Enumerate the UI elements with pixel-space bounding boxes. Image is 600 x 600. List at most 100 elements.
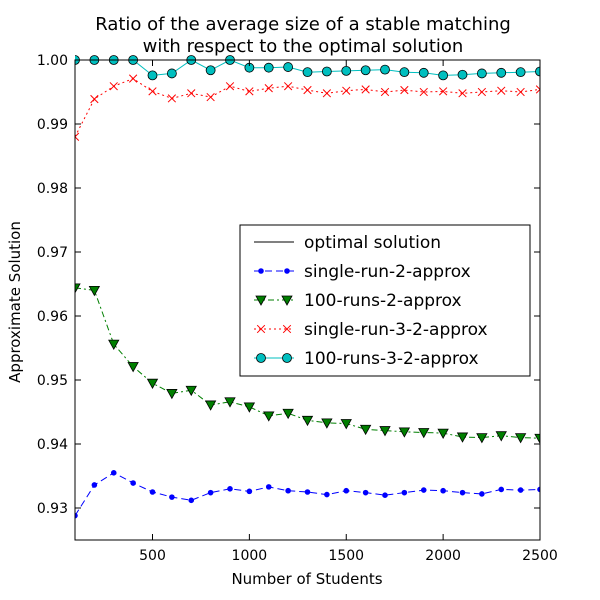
data-point [263,62,274,73]
data-point [361,85,370,94]
data-point [437,428,449,439]
x-tick-label: 1500 [328,548,364,564]
data-point [245,87,254,96]
data-point [167,94,177,103]
data-point [324,491,330,498]
data-point [224,397,236,408]
data-point [256,324,266,334]
y-tick-label: 0.98 [37,181,68,197]
legend-label: optimal solution [304,233,441,253]
data-point [340,419,352,430]
data-point [127,362,139,373]
data-point [246,488,253,495]
data-point [110,470,117,476]
data-point [440,487,446,494]
data-point [420,487,427,493]
data-point [322,89,332,98]
data-point [476,433,488,444]
data-point [399,67,410,78]
y-tick-label: 0.94 [37,437,68,453]
data-point [517,487,524,493]
data-point [75,283,81,294]
data-point [321,418,333,429]
legend-label: 100-runs-3-2-approx [304,349,479,369]
x-tick-label: 2500 [522,548,558,564]
data-point [91,482,98,488]
data-point [109,82,118,91]
y-tick-label: 0.97 [37,245,68,261]
data-point [302,67,313,78]
y-tick-label: 0.96 [37,309,68,325]
data-point [380,64,390,75]
data-point [419,87,428,97]
data-point [304,489,311,495]
data-point [343,487,350,494]
data-point [148,87,157,96]
data-point [400,85,409,95]
legend: optimal solution single-run-2-approx 100-r… [239,224,531,377]
data-point [282,324,292,334]
series-single-run-3-2-approx [75,74,540,141]
data-point [497,86,506,95]
data-point [476,68,487,79]
data-point [380,87,390,97]
data-point [128,74,138,83]
data-point [398,427,411,438]
data-point [362,489,369,496]
y-tick-label: 0.95 [37,373,68,389]
data-point [498,486,505,493]
data-point [514,433,527,444]
legend-item: single-run-3-2-approx [254,320,488,340]
data-point [146,378,159,390]
data-point [379,426,391,437]
data-point [225,82,235,91]
x-axis-label: Number of Students [231,570,382,588]
data-point [438,70,449,81]
data-point [535,85,540,94]
chart-title-line-1: Ratio of the average size of a stable ma… [95,14,511,35]
data-point [207,489,214,496]
x-tick-label: 1000 [232,548,268,564]
data-point [149,489,156,495]
data-point [418,67,429,78]
plot-frame [74,59,541,541]
data-point [459,489,466,496]
data-point [477,87,487,97]
data-point [227,486,233,492]
legend-label: 100-runs-2-approx [304,291,462,311]
legend-item: optimal solution [254,233,441,253]
ticks-layer: 500 1000 1500 2000 2500 0.93 0.94 0.95 0.96 0.97 0… [37,53,558,564]
data-point [438,87,448,96]
data-point [283,62,294,72]
data-point [401,489,408,496]
series-100-runs-3-2-approx [75,55,540,81]
data-point [255,295,267,306]
data-point [206,92,215,102]
legend-item: single-run-2-approx [254,262,471,282]
data-point [535,66,540,77]
y-tick-label: 0.99 [37,117,68,133]
data-point [90,94,99,104]
data-point [342,86,351,95]
x-tick-label: 2000 [425,548,461,564]
data-point [258,268,264,274]
legend-label: single-run-2-approx [304,262,471,282]
data-point [88,285,101,297]
y-tick-label: 1.00 [37,53,68,69]
data-point [321,66,332,77]
series-100-runs-2-approx [75,283,540,445]
data-point [458,89,467,98]
data-point [341,65,352,76]
data-point [264,84,273,93]
data-point [495,431,507,442]
data-point [243,402,256,413]
data-point [188,497,195,504]
data-point [147,70,158,81]
data-point [166,68,177,79]
data-point [285,487,291,494]
data-point [256,353,266,363]
data-point [382,492,388,499]
data-point [166,389,178,400]
data-point [537,486,540,493]
